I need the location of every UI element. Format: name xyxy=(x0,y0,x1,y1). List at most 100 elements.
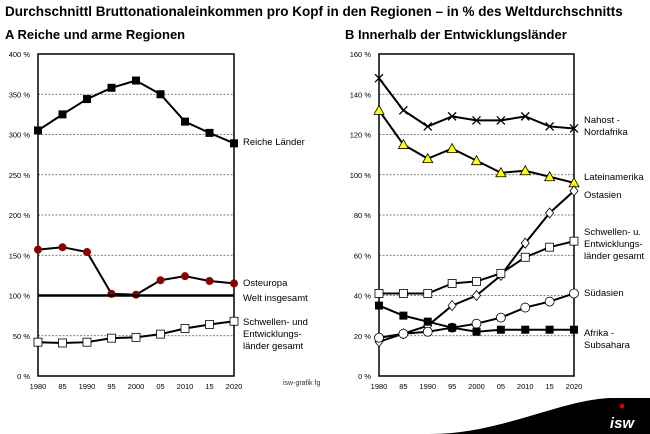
x-tick-label: 05 xyxy=(156,382,164,391)
x-tick-label: 2010 xyxy=(177,382,194,391)
data-point xyxy=(398,105,408,115)
data-point xyxy=(58,110,67,119)
x-tick-label: 1990 xyxy=(79,382,96,391)
y-tick-label: 150 % xyxy=(9,251,31,260)
y-tick-label: 200 % xyxy=(9,211,31,220)
data-point xyxy=(398,328,409,339)
series-label: Nordafrika xyxy=(584,127,629,138)
data-point xyxy=(447,279,457,288)
x-tick-label: 15 xyxy=(205,382,213,391)
data-point xyxy=(447,111,457,121)
data-point xyxy=(495,312,506,323)
data-point xyxy=(422,326,433,337)
data-point xyxy=(569,185,579,197)
data-point xyxy=(569,124,579,133)
series-label: Subsahara xyxy=(584,340,631,351)
data-point xyxy=(82,337,92,347)
logo-text: isw xyxy=(610,415,636,432)
data-point xyxy=(230,139,238,148)
series-line xyxy=(37,246,235,296)
data-point xyxy=(230,279,238,288)
data-point xyxy=(544,296,555,307)
credit: isw-grafik fg xyxy=(283,380,321,387)
data-point xyxy=(471,318,482,329)
plot-frame xyxy=(378,53,575,377)
data-point xyxy=(471,289,482,302)
data-point xyxy=(397,138,410,149)
data-point xyxy=(375,301,383,310)
y-tick-label: 0 % xyxy=(17,372,30,381)
y-tick-label: 120 % xyxy=(350,131,372,140)
series-label: Ostasien xyxy=(584,190,622,201)
data-point xyxy=(448,323,457,332)
x-tick-label: 2000 xyxy=(468,382,485,391)
data-point xyxy=(156,90,165,99)
data-point xyxy=(545,207,555,219)
data-point xyxy=(34,245,42,254)
data-point xyxy=(181,117,189,126)
data-point xyxy=(470,154,483,166)
data-point xyxy=(399,311,408,320)
series-label: Reiche Länder xyxy=(243,137,305,148)
panel-b xyxy=(373,53,580,377)
data-point xyxy=(83,248,91,257)
series-label: Osteuropa xyxy=(243,278,288,289)
data-point xyxy=(520,111,530,121)
series-label: Nahost - xyxy=(584,115,620,126)
data-point xyxy=(520,252,530,262)
data-point xyxy=(519,164,531,176)
series-label: Welt insgesamt xyxy=(243,293,308,304)
y-tick-label: 300 % xyxy=(9,131,31,140)
series-label: Lateinamerika xyxy=(584,172,644,183)
data-point xyxy=(132,76,140,85)
data-point xyxy=(205,277,214,286)
data-point xyxy=(569,236,579,246)
panel-a-title: A Reiche und arme Regionen xyxy=(5,27,186,42)
data-point xyxy=(496,115,506,125)
y-tick-label: 100 % xyxy=(9,292,31,301)
series-label: länder gesamt xyxy=(584,251,645,262)
panel-a xyxy=(33,53,239,377)
data-point xyxy=(569,288,579,299)
data-point xyxy=(181,272,189,281)
x-tick-label: 05 xyxy=(497,382,505,391)
x-tick-label: 1980 xyxy=(30,382,47,391)
data-point xyxy=(83,95,91,104)
x-tick-label: 95 xyxy=(107,382,115,391)
data-point xyxy=(495,166,507,178)
plot-frame xyxy=(37,53,235,377)
x-tick-label: 15 xyxy=(545,382,553,391)
x-tick-label: 2020 xyxy=(566,382,583,391)
series-label: Entwicklungs- xyxy=(243,329,302,340)
y-tick-label: 250 % xyxy=(9,171,31,180)
x-tick-label: 85 xyxy=(58,382,66,391)
x-tick-label: 1990 xyxy=(419,382,436,391)
y-tick-label: 60 % xyxy=(354,251,371,260)
data-point xyxy=(423,317,432,326)
data-point xyxy=(180,324,190,333)
series-label: länder gesamt xyxy=(243,341,304,352)
x-tick-label: 1980 xyxy=(371,382,388,391)
data-point xyxy=(520,237,530,249)
data-point xyxy=(374,73,384,83)
y-tick-label: 0 % xyxy=(358,372,371,381)
y-tick-label: 50 % xyxy=(13,332,30,341)
data-point xyxy=(545,242,555,252)
y-tick-label: 100 % xyxy=(350,171,372,180)
data-point xyxy=(107,333,116,343)
data-point xyxy=(398,289,408,298)
data-point xyxy=(374,289,384,298)
data-point xyxy=(229,316,239,326)
x-tick-label: 2020 xyxy=(226,382,243,391)
y-tick-label: 350 % xyxy=(9,90,31,99)
data-point xyxy=(447,299,457,312)
data-point xyxy=(446,142,458,153)
series-line xyxy=(37,79,235,145)
data-point xyxy=(496,268,506,278)
data-point xyxy=(58,338,67,348)
data-point xyxy=(545,325,554,334)
y-tick-label: 400 % xyxy=(9,50,31,59)
data-point xyxy=(34,126,42,135)
data-point xyxy=(422,152,434,164)
